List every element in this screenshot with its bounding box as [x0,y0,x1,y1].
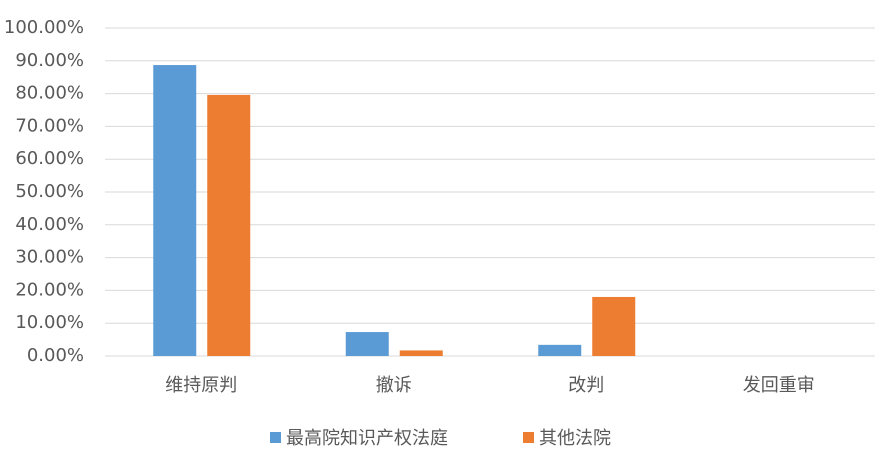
bar [153,65,197,357]
legend-swatch [270,432,281,443]
x-tick-label: 发回重审 [743,375,815,396]
y-tick-label: 90.00% [15,50,84,71]
x-tick-label: 撤诉 [376,375,412,396]
y-tick-label: 50.00% [15,181,84,202]
y-tick-label: 40.00% [15,214,84,235]
y-tick-label: 0.00% [27,345,84,366]
bar [345,332,389,356]
bar [207,94,251,357]
x-tick-label: 改判 [568,375,604,396]
bar [538,344,582,356]
y-tick-label: 30.00% [15,247,84,268]
legend-label: 最高院知识产权法庭 [286,428,448,449]
y-tick-label: 80.00% [15,83,84,104]
bar [592,296,636,356]
legend-label: 其他法院 [539,428,611,449]
y-tick-label: 100.00% [4,17,84,38]
legend-swatch [523,432,534,443]
y-tick-label: 10.00% [15,312,84,333]
y-tick-label: 20.00% [15,279,84,300]
y-tick-label: 60.00% [15,148,84,169]
x-tick-label: 维持原判 [165,375,237,396]
bar [399,350,443,356]
y-tick-label: 70.00% [15,115,84,136]
